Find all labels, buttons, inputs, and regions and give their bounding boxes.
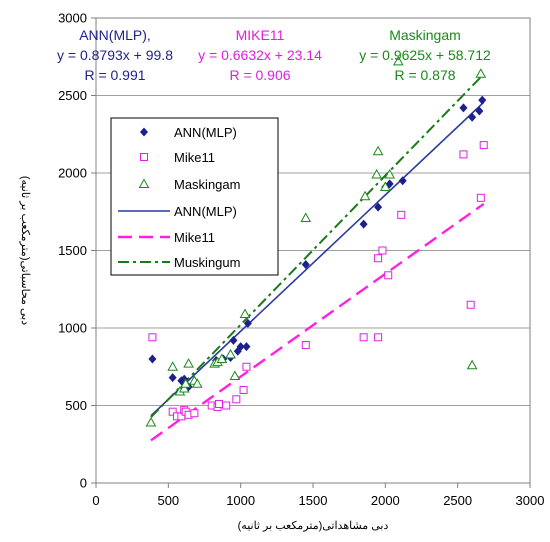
legend-label: Mike11: [174, 150, 215, 165]
data-point: [301, 341, 310, 350]
data-points: [145, 55, 488, 427]
x-tick-label: 3000: [516, 493, 545, 508]
data-point: [475, 68, 487, 78]
equation-annotations: ANN(MLP), y = 0.8793x + 99.8 R = 0.991 MIKE…: [57, 27, 491, 83]
data-point: [459, 103, 468, 113]
data-point: [191, 378, 203, 388]
data-point: [468, 112, 477, 122]
data-point: [384, 271, 393, 280]
equation-annotation: ANN(MLP), y = 0.8793x + 99.8 R = 0.991: [57, 27, 173, 83]
data-point: [371, 169, 383, 179]
x-tick-label: 0: [92, 493, 99, 508]
equation-series-name: Maskingam: [389, 27, 461, 43]
y-tick-label: 2500: [58, 88, 87, 103]
y-tick-label: 3000: [58, 11, 87, 26]
data-point: [372, 145, 384, 156]
data-point: [168, 373, 177, 383]
data-point: [300, 212, 312, 222]
y-tick-label: 0: [80, 476, 87, 491]
equation-text: y = 0.8793x + 99.8: [57, 47, 173, 63]
axis-ticks: 0 500 1000 1500 2000 2500 3000 0 500 1000 1500 2000…: [58, 11, 544, 509]
equation-series-name: MIKE11: [236, 27, 285, 43]
data-point: [466, 359, 478, 370]
data-point: [359, 219, 368, 229]
data-point: [478, 95, 487, 105]
y-axis-label: دبی محاسباتی(مترمکعب بر ثانیه): [19, 176, 31, 325]
legend-label: Muskingum: [174, 255, 240, 270]
data-point: [140, 153, 148, 161]
data-point: [180, 378, 192, 388]
data-point: [239, 386, 248, 394]
data-point: [229, 370, 241, 381]
data-point: [374, 333, 383, 342]
legend-label: ANN(MLP): [174, 125, 237, 140]
data-point: [242, 342, 251, 352]
data-point: [475, 106, 484, 116]
data-point: [183, 358, 194, 368]
data-point: [229, 335, 238, 345]
data-point: [138, 178, 150, 188]
y-tick-label: 2000: [58, 166, 87, 181]
data-point: [378, 246, 387, 255]
data-point: [239, 308, 251, 319]
equation-r-value: R = 0.878: [394, 67, 455, 83]
equation-r-value: R = 0.991: [84, 67, 145, 83]
data-point: [359, 190, 371, 201]
data-point: [466, 300, 475, 309]
trend-line: [150, 73, 485, 418]
equation-annotation: Maskingam y = 0.9625x + 58.712 R = 0.878: [359, 27, 491, 83]
equation-text: y = 0.6632x + 23.14: [198, 47, 322, 63]
equation-r-value: R = 0.906: [229, 67, 290, 83]
data-point: [145, 417, 157, 427]
x-tick-label: 2500: [443, 493, 472, 508]
data-point: [479, 141, 488, 150]
equation-series-name: ANN(MLP),: [79, 27, 151, 43]
trend-line: [150, 101, 485, 417]
data-point: [216, 353, 228, 363]
data-point: [236, 342, 245, 352]
data-point: [359, 333, 368, 342]
x-tick-label: 2000: [371, 493, 400, 508]
y-tick-label: 1500: [58, 243, 87, 258]
data-point: [214, 399, 223, 408]
legend-label: Mike11: [174, 230, 215, 245]
legend-label: ANN(MLP): [174, 204, 237, 219]
y-tick-label: 1000: [58, 321, 87, 336]
data-point: [242, 362, 251, 371]
data-point: [476, 193, 485, 202]
legend: ANN(MLP) Mike11 Maskingam ANN(MLP) Mike11 Mus…: [110, 117, 279, 276]
data-point: [374, 202, 383, 212]
x-tick-label: 1500: [299, 493, 328, 508]
data-point: [222, 401, 231, 410]
regression-lines: [150, 73, 485, 442]
data-point: [397, 210, 406, 219]
data-point: [190, 409, 199, 418]
data-point: [178, 382, 190, 393]
data-point: [167, 361, 179, 371]
data-point: [148, 333, 157, 342]
data-point: [379, 181, 391, 191]
legend-box: [110, 117, 279, 276]
data-point: [398, 176, 407, 186]
data-point: [225, 348, 236, 359]
x-tick-label: 1000: [226, 493, 255, 508]
trend-line: [150, 202, 485, 442]
x-tick-label: 500: [157, 493, 179, 508]
data-point: [459, 150, 468, 159]
data-point: [168, 407, 177, 416]
equation-annotation: MIKE11 y = 0.6632x + 23.14 R = 0.906: [198, 27, 322, 83]
data-point: [301, 259, 310, 269]
data-point: [374, 254, 383, 263]
equation-text: y = 0.9625x + 58.712: [359, 47, 491, 63]
data-point: [232, 395, 241, 404]
x-axis-label: دبی مشاهداتی(مترمکعب بر ثانیه): [238, 520, 389, 532]
data-point: [384, 169, 396, 179]
data-point: [243, 318, 252, 328]
data-point: [392, 55, 404, 66]
data-point: [148, 354, 157, 364]
y-tick-label: 500: [65, 398, 87, 413]
legend-label: Maskingam: [174, 177, 240, 192]
data-point: [140, 127, 148, 137]
